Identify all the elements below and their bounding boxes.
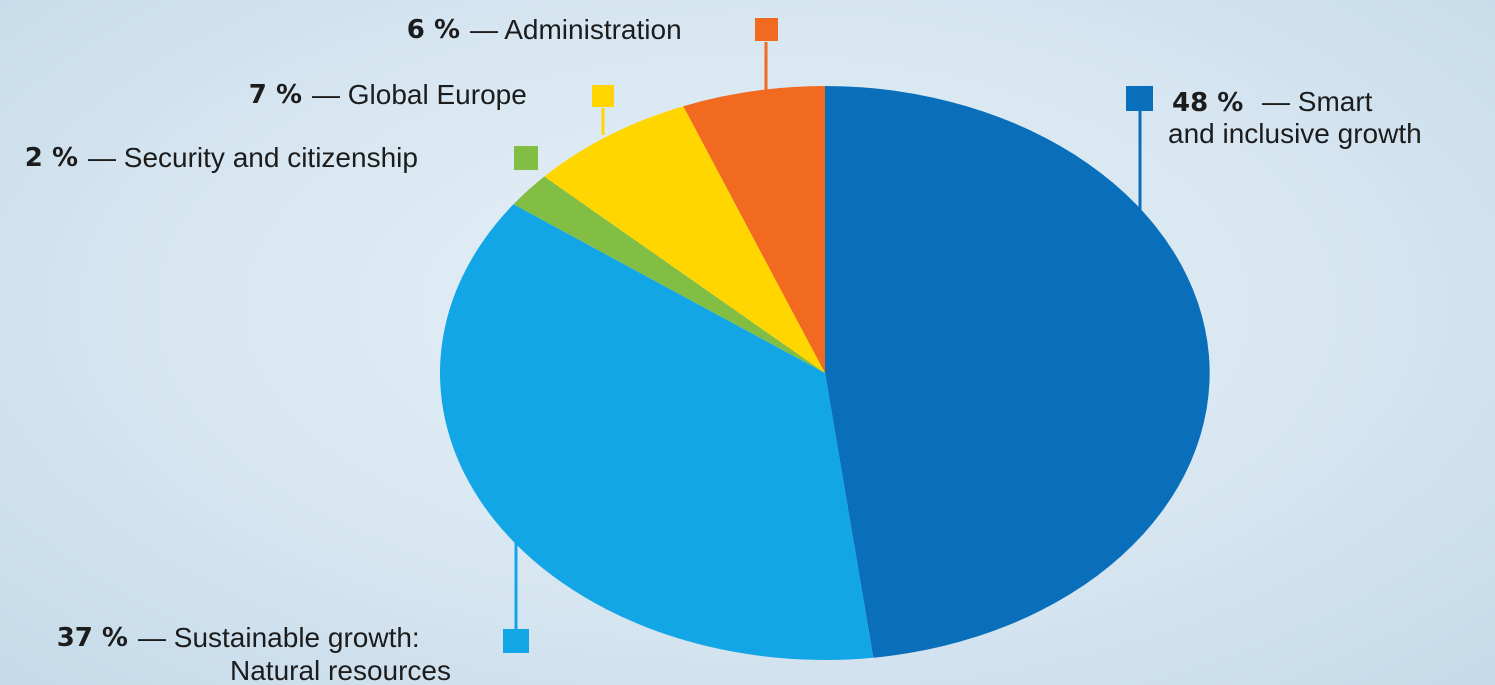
marker-smart	[1126, 86, 1153, 111]
label-administration: 6 % — Administration	[407, 14, 778, 45]
marker-administration	[755, 18, 778, 41]
pie-slice-sustainable-growth-natural-resources	[439, 204, 874, 660]
label-administration-pct: 6 %	[407, 15, 460, 45]
label-smart-text2: and inclusive growth	[1168, 118, 1422, 149]
label-global-europe: 7 % — Global Europe	[249, 79, 614, 110]
label-sustainable-pct: 37 %	[57, 623, 128, 653]
label-security-pct: 2 %	[25, 143, 78, 173]
label-security-text: — Security and citizenship	[88, 142, 418, 173]
label-sustainable-text2: Natural resources	[230, 655, 451, 685]
label-global-europe-text: — Global Europe	[312, 79, 527, 110]
pie-slice-security-and-citizenship	[513, 176, 825, 373]
label-sustainable-text1: — Sustainable growth:	[138, 622, 420, 653]
pie-slices	[439, 86, 1210, 660]
label-global-europe-pct: 7 %	[249, 80, 302, 110]
label-security: 2 % — Security and citizenship	[25, 142, 538, 173]
pie-slice-smart-and-inclusive-growth	[825, 86, 1210, 658]
marker-sustainable	[503, 629, 529, 653]
leader-lines	[514, 42, 1142, 635]
pie-slice-administration	[683, 86, 825, 373]
marker-security	[514, 146, 538, 170]
label-administration-text: — Administration	[470, 14, 682, 45]
label-smart-text1: — Smart	[1262, 86, 1373, 117]
marker-global-europe	[592, 85, 614, 107]
label-smart: 48 % — Smart and inclusive growth	[1126, 86, 1422, 149]
label-smart-pct: 48 %	[1172, 88, 1243, 118]
pie-slice-global-europe	[544, 106, 825, 373]
label-sustainable: 37 % — Sustainable growth: Natural resou…	[57, 622, 529, 685]
